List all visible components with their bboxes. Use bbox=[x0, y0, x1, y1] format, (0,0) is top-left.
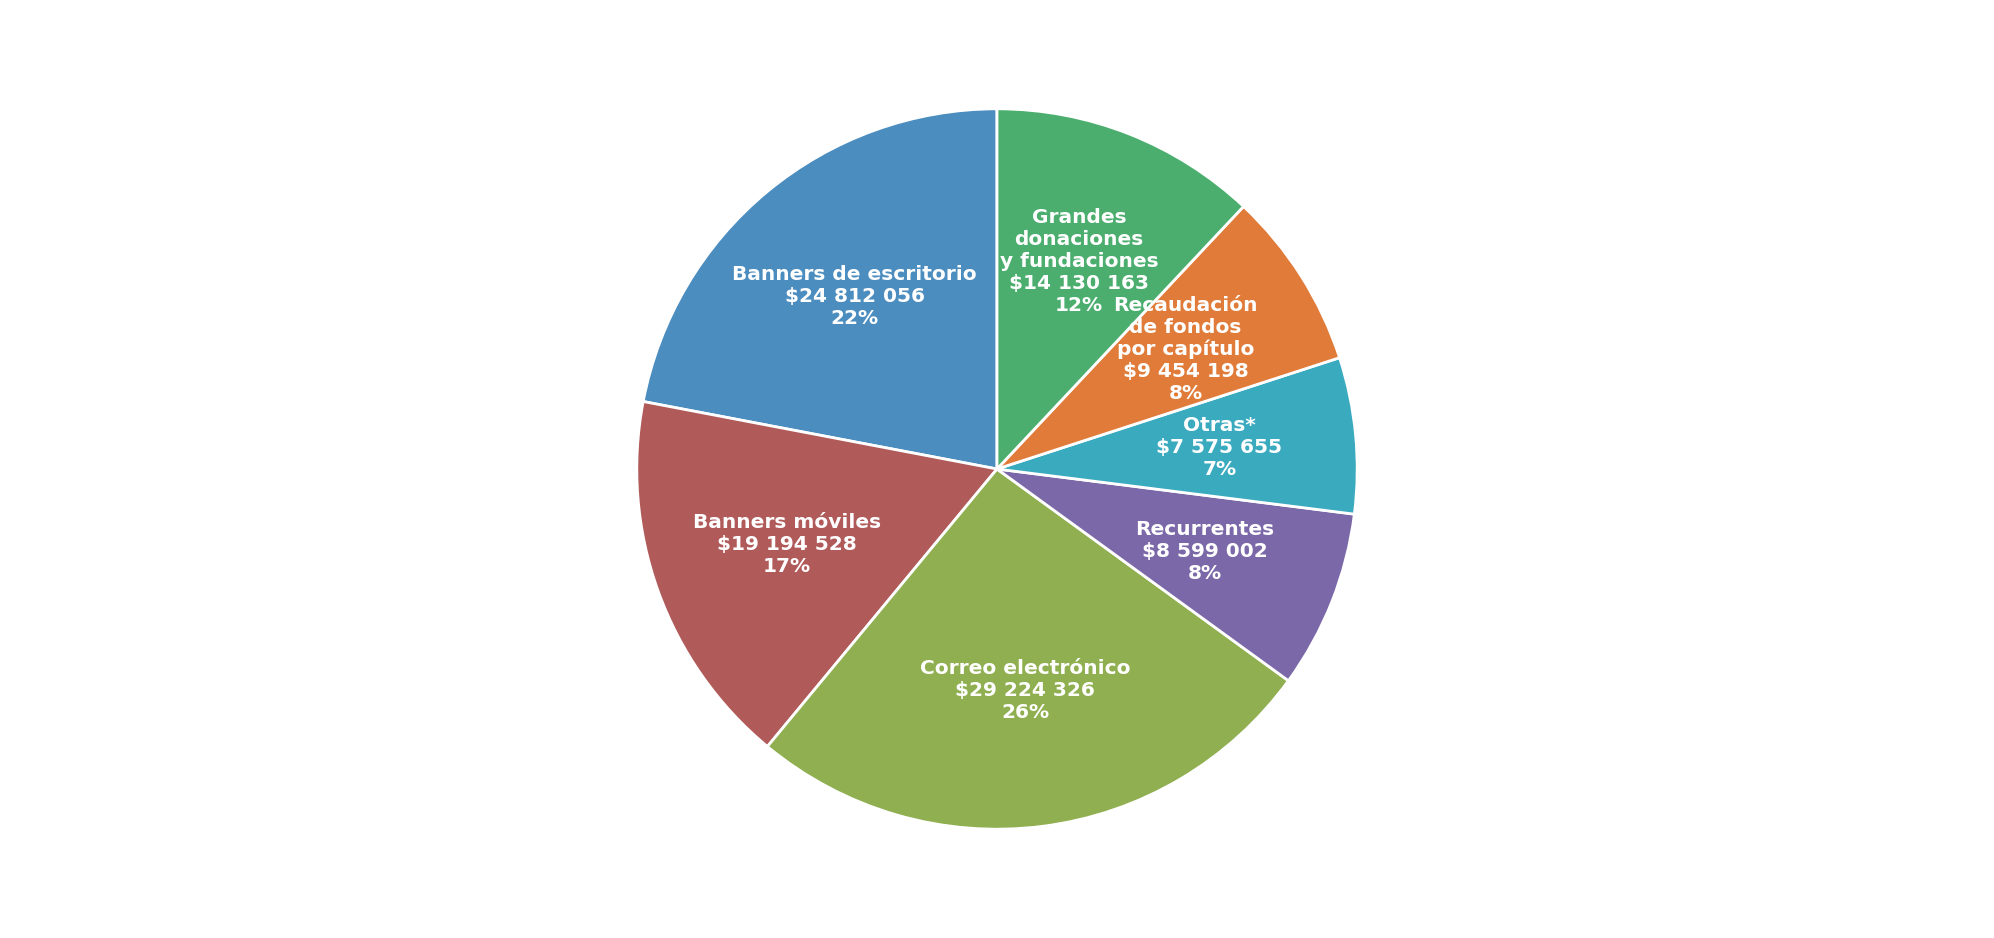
Wedge shape bbox=[636, 401, 997, 747]
Text: Recurrentes
$8 599 002
8%: Recurrentes $8 599 002 8% bbox=[1135, 520, 1274, 582]
Wedge shape bbox=[768, 469, 1288, 829]
Wedge shape bbox=[997, 357, 1358, 514]
Text: Recaudación
de fondos
por capítulo
$9 454 198
8%: Recaudación de fondos por capítulo $9 45… bbox=[1113, 295, 1258, 403]
Text: Banners de escritorio
$24 812 056
22%: Banners de escritorio $24 812 056 22% bbox=[732, 265, 977, 328]
Wedge shape bbox=[644, 109, 997, 469]
Wedge shape bbox=[997, 109, 1244, 469]
Wedge shape bbox=[997, 206, 1340, 469]
Text: Grandes
donaciones
y fundaciones
$14 130 163
12%: Grandes donaciones y fundaciones $14 130… bbox=[999, 208, 1159, 315]
Text: Correo electrónico
$29 224 326
26%: Correo electrónico $29 224 326 26% bbox=[919, 659, 1131, 722]
Text: Otras*
$7 575 655
7%: Otras* $7 575 655 7% bbox=[1157, 416, 1282, 479]
Wedge shape bbox=[997, 469, 1354, 681]
Text: Banners móviles
$19 194 528
17%: Banners móviles $19 194 528 17% bbox=[692, 513, 881, 576]
